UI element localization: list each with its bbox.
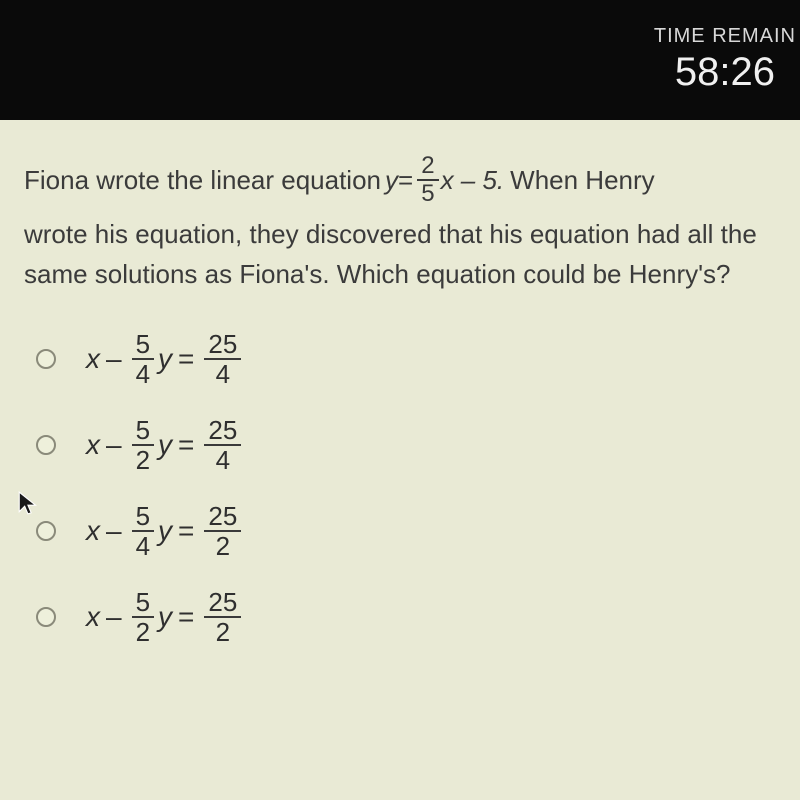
radio-d[interactable] bbox=[36, 607, 56, 627]
option-a-expr: x – 5 4 y = 25 4 bbox=[86, 331, 245, 387]
option-d[interactable]: x – 5 2 y = 25 2 bbox=[24, 589, 778, 645]
question-panel: Fiona wrote the linear equation y = 2 5 … bbox=[0, 120, 800, 800]
q-post: When Henry bbox=[510, 160, 655, 200]
timer-label: TIME REMAIN bbox=[654, 25, 796, 48]
option-a[interactable]: x – 5 4 y = 25 4 bbox=[24, 331, 778, 387]
option-b-expr: x – 5 2 y = 25 4 bbox=[86, 417, 245, 473]
eq-frac: 2 5 bbox=[417, 154, 438, 206]
eq-rhs: x – 5. bbox=[441, 160, 505, 200]
option-b[interactable]: x – 5 2 y = 25 4 bbox=[24, 417, 778, 473]
q-pre: Fiona wrote the linear equation bbox=[24, 160, 381, 200]
option-c-expr: x – 5 4 y = 25 2 bbox=[86, 503, 245, 559]
eq-lhs: y bbox=[385, 160, 398, 200]
radio-b[interactable] bbox=[36, 435, 56, 455]
timer: TIME REMAIN 58:26 bbox=[654, 25, 800, 95]
q-line2: wrote his equation, they discovered that… bbox=[24, 214, 778, 295]
radio-a[interactable] bbox=[36, 349, 56, 369]
option-d-expr: x – 5 2 y = 25 2 bbox=[86, 589, 245, 645]
option-c[interactable]: x – 5 4 y = 25 2 bbox=[24, 503, 778, 559]
top-bar: TIME REMAIN 58:26 bbox=[0, 0, 800, 120]
quiz-screen: TIME REMAIN 58:26 Fiona wrote the linear… bbox=[0, 0, 800, 800]
question-text: Fiona wrote the linear equation y = 2 5 … bbox=[24, 154, 778, 295]
timer-value: 58:26 bbox=[654, 50, 796, 95]
radio-c[interactable] bbox=[36, 521, 56, 541]
eq-eq: = bbox=[398, 160, 413, 200]
options-list: x – 5 4 y = 25 4 x bbox=[24, 331, 778, 645]
